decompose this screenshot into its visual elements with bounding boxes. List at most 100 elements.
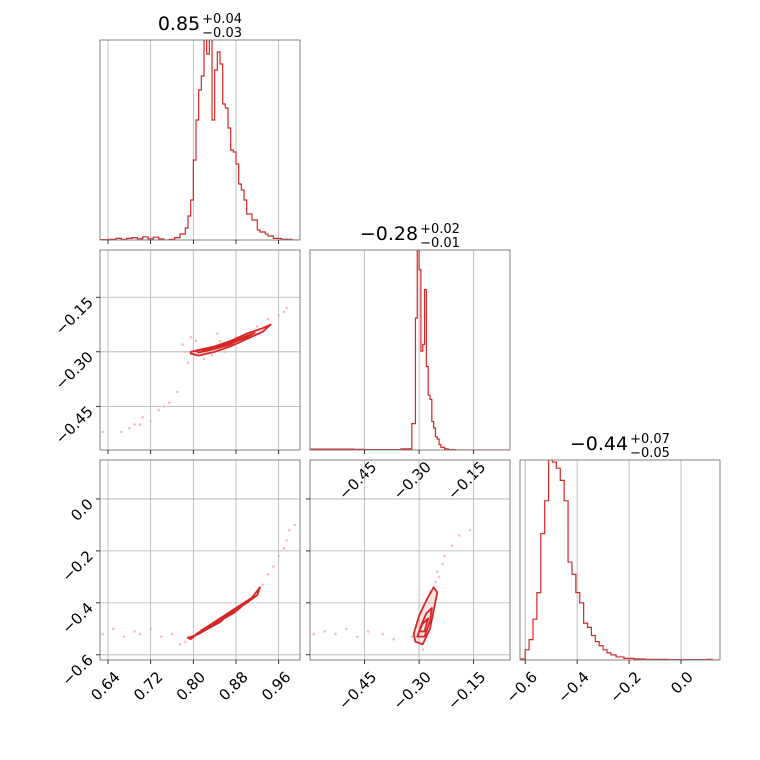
panel-title: −0.44 +0.07−0.05 xyxy=(570,432,670,461)
panel-frame xyxy=(99,459,301,661)
scatter-point-17 xyxy=(288,528,291,532)
scatter-point-4 xyxy=(138,632,142,636)
scatter-point-3 xyxy=(133,423,136,426)
scatter-point-9 xyxy=(421,648,425,651)
scatter-point-6 xyxy=(381,632,385,636)
scatter-point-14 xyxy=(189,335,192,339)
scatter-point-12 xyxy=(266,572,270,576)
scatter-point-28 xyxy=(216,332,219,335)
y-tick-label: −0.6 xyxy=(58,651,96,689)
scatter-point-16 xyxy=(285,539,288,542)
title-minus-error: −0.01 xyxy=(420,236,460,251)
scatter-point-13 xyxy=(450,544,454,548)
contour-level-3 xyxy=(200,338,240,352)
scatter-point-9 xyxy=(184,640,187,644)
title-plus-error: +0.04 xyxy=(202,12,242,27)
scatter-point-1 xyxy=(112,627,115,631)
x-tick-label: −0.6 xyxy=(502,668,540,706)
scatter-point-0 xyxy=(101,430,104,434)
title-value: −0.44 xyxy=(570,433,628,455)
scatter-point-19 xyxy=(224,350,227,354)
x-tick-label: −0.15 xyxy=(444,668,489,713)
panel-frame xyxy=(519,459,721,661)
scatter-point-17 xyxy=(441,562,445,566)
contour-level-3 xyxy=(418,617,430,633)
y-tick-label: −0.45 xyxy=(52,402,97,447)
histogram-step-line xyxy=(520,460,720,660)
scatter-point-2 xyxy=(128,426,131,430)
x-tick-label: 0.96 xyxy=(258,668,294,704)
title-plus-error: +0.07 xyxy=(630,432,670,447)
scatter-point-24 xyxy=(277,314,280,317)
scatter-point-5 xyxy=(366,630,370,633)
panel-3-2: −0.45 −0.30 −0.15 xyxy=(306,459,511,713)
scatter-point-4 xyxy=(355,635,359,638)
scatter-point-8 xyxy=(178,643,182,646)
x-tick-label: −0.45 xyxy=(335,668,380,713)
scatter-point-7 xyxy=(157,408,160,412)
y-tick-label: −0.30 xyxy=(52,348,97,393)
scatter-point-5 xyxy=(141,415,144,419)
scatter-point-5 xyxy=(149,627,152,631)
scatter-point-18 xyxy=(437,575,441,579)
scatter-point-15 xyxy=(282,547,286,550)
scatter-point-27 xyxy=(210,354,214,357)
scatter-point-29 xyxy=(194,339,198,343)
histogram-step-line xyxy=(100,40,300,240)
scatter-point-12 xyxy=(443,554,446,558)
x-tick-label: −0.4 xyxy=(554,668,592,706)
scatter-point-2 xyxy=(334,632,337,636)
histogram-step-line xyxy=(310,250,510,450)
scatter-point-0 xyxy=(101,632,104,636)
x-tick-label: 0.80 xyxy=(173,668,209,704)
panel-title: −0.28 +0.02−0.01 xyxy=(360,222,460,251)
scatter-point-12 xyxy=(184,350,187,354)
scatter-point-4 xyxy=(138,423,142,426)
scatter-point-1 xyxy=(323,630,326,633)
scatter-point-11 xyxy=(435,570,439,573)
panel-1-1: 0.85 +0.04−0.03 xyxy=(99,12,301,244)
title-minus-error: −0.05 xyxy=(630,446,670,461)
y-tick-label: −0.15 xyxy=(52,293,97,338)
y-tick-label: −0.2 xyxy=(58,547,96,585)
y-tick-label: −0.4 xyxy=(58,599,96,637)
scatter-point-25 xyxy=(282,310,286,314)
scatter-point-22 xyxy=(256,325,259,328)
scatter-point-14 xyxy=(457,534,461,537)
x-tick-label: −0.45 xyxy=(335,458,380,503)
scatter-point-18 xyxy=(293,523,296,527)
scatter-point-13 xyxy=(181,343,184,346)
x-tick-label: 0.0 xyxy=(667,668,697,698)
y-tick-label: 0.0 xyxy=(67,495,97,525)
x-tick-label: −0.30 xyxy=(390,668,435,713)
scatter-point-3 xyxy=(345,627,348,631)
panel-frame xyxy=(99,39,301,241)
scatter-point-6 xyxy=(149,419,152,423)
panel-2-2: −0.45 −0.30 −0.15 −0.28 +0.02−0.01 xyxy=(309,222,511,503)
scatter-point-11 xyxy=(261,583,264,586)
scatter-point-13 xyxy=(272,565,275,568)
panel-title: 0.85 +0.04−0.03 xyxy=(158,12,242,41)
panel-2-1: −0.45 −0.30 −0.15 xyxy=(52,249,301,454)
panel-3-1: 0.64 0.72 0.80 0.88 0.96 −0.6 −0.4 −0.2 0.0 xyxy=(58,459,301,704)
title-minus-error: −0.03 xyxy=(202,26,242,41)
scatter-point-16 xyxy=(202,357,206,361)
scatter-point-8 xyxy=(410,635,414,638)
scatter-point-10 xyxy=(176,390,179,394)
panel-3-3: −0.6 −0.4 −0.2 0.0 −0.44 +0.07−0.05 xyxy=(502,432,721,707)
x-tick-label: 0.72 xyxy=(130,668,166,704)
panel-frame xyxy=(309,459,511,661)
scatter-point-16 xyxy=(434,580,437,584)
scatter-point-0 xyxy=(312,632,315,636)
scatter-point-14 xyxy=(277,554,280,558)
scatter-point-7 xyxy=(170,632,174,636)
title-value: −0.28 xyxy=(360,223,418,245)
x-tick-label: −0.30 xyxy=(390,458,435,503)
scatter-point-23 xyxy=(266,317,270,321)
scatter-point-11 xyxy=(186,361,190,365)
x-tick-label: 0.64 xyxy=(87,668,123,704)
x-tick-label: 0.88 xyxy=(215,668,251,704)
scatter-point-26 xyxy=(285,306,288,310)
title-plus-error: +0.02 xyxy=(420,222,460,237)
